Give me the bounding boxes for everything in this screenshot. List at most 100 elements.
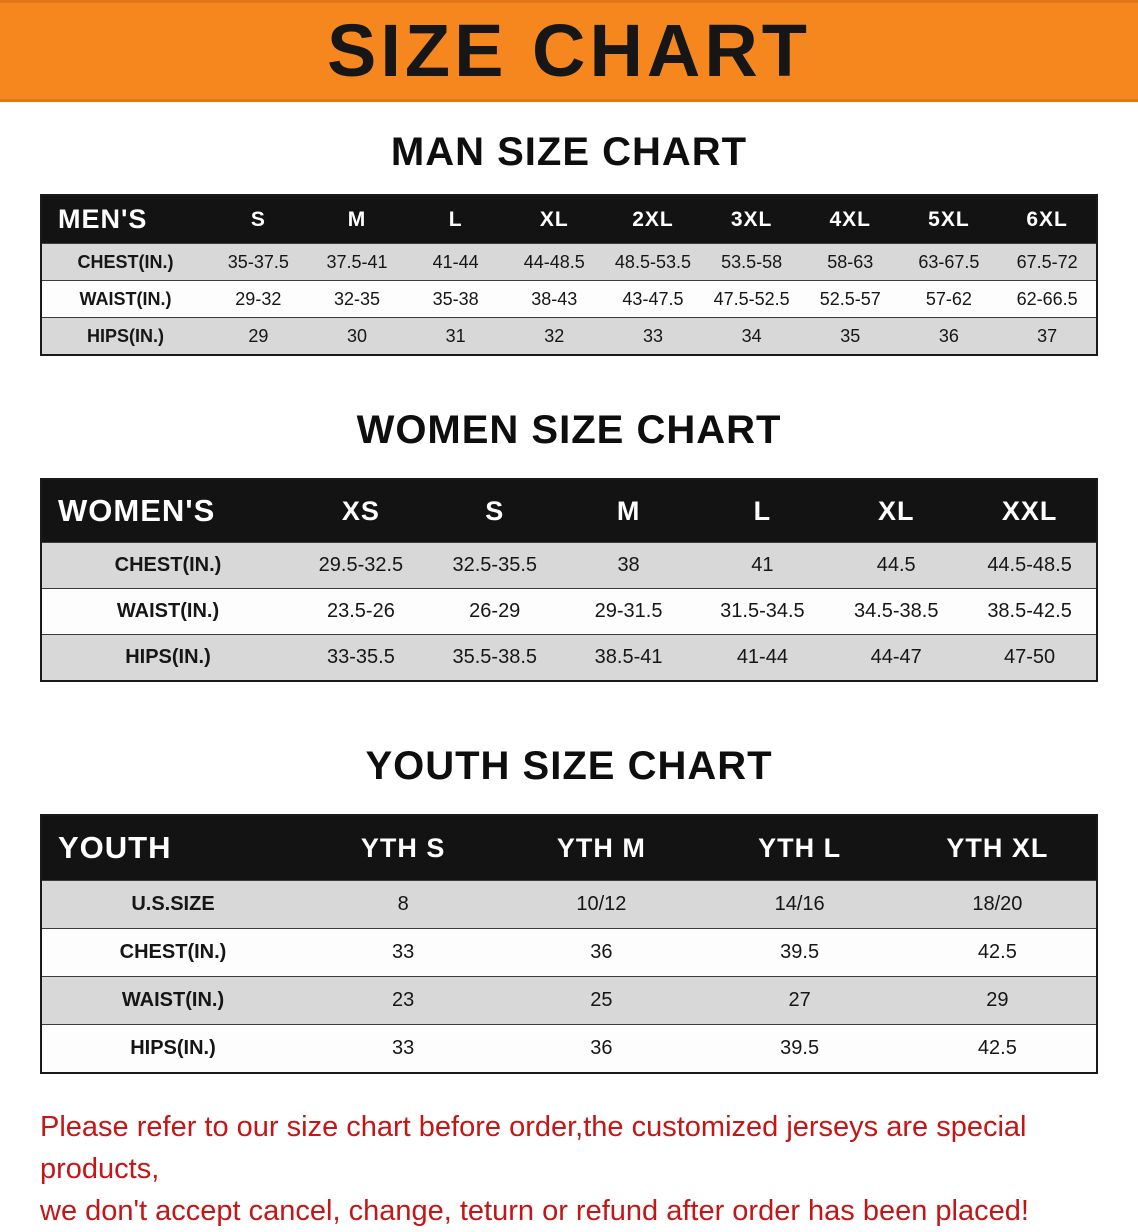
size-column-header: XL	[829, 479, 964, 543]
table-cell: 31	[445, 325, 466, 346]
size-column-header: M	[561, 479, 696, 543]
table-cell: 33	[392, 941, 415, 963]
notice-line-2: we don't accept cancel, change, teturn o…	[40, 1195, 1029, 1228]
size-column-header: 6XL	[998, 195, 1097, 244]
table-cell: 39.5	[780, 941, 820, 963]
table-cell: 42.5	[977, 941, 1017, 963]
table-cell: 29.5-32.5	[318, 554, 404, 576]
row-label-cell: WAIST(IN.)	[79, 288, 172, 309]
table-cell: 32-35	[333, 288, 380, 309]
size-column-header: XXL	[963, 479, 1097, 543]
table-cell: 38	[617, 554, 640, 576]
table-row: CHEST(IN.) 35-37.5 37.5-41 41-44 44-48.5 48.5…	[41, 243, 1097, 281]
table-cell: 37.5-41	[326, 251, 388, 272]
table-cell: 62-66.5	[1016, 288, 1078, 309]
size-column-header: XL	[504, 195, 604, 244]
table-cell: 33	[392, 1037, 415, 1059]
table-row: U.S.SIZE 8 10/12 14/16 18/20	[41, 880, 1097, 929]
men-size-table: MEN'S S M L XL 2XL 3XL 4XL 5XL 6XL CHEST(IN.) 35-37…	[40, 194, 1098, 356]
table-title-cell: WOMEN'S	[41, 479, 294, 543]
size-column-header: YTH S	[304, 815, 503, 881]
table-cell: 29-31.5	[594, 600, 663, 622]
table-cell: 34	[741, 325, 762, 346]
table-cell: 14/16	[774, 893, 825, 915]
size-column-header: S	[209, 195, 308, 244]
table-cell: 35-37.5	[227, 251, 289, 272]
table-cell: 44.5	[876, 554, 916, 576]
banner: SIZE CHART	[0, 0, 1138, 102]
table-cell: 38-43	[531, 288, 578, 309]
table-cell: 44-47	[870, 646, 922, 668]
table-cell: 30	[346, 325, 367, 346]
table-row: HIPS(IN.) 29 30 31 32 33 34 35 36 37	[41, 317, 1097, 355]
table-cell: 36	[590, 941, 613, 963]
size-column-header: 5XL	[899, 195, 999, 244]
youth-size-table: YOUTH YTH S YTH M YTH L YTH XL U.S.SIZE 8 10/12…	[40, 814, 1098, 1074]
table-cell: 31.5-34.5	[720, 600, 805, 622]
section-youth-size-chart: YOUTH SIZE CHART YOUTH YTH S YTH M YTH L YTH…	[0, 746, 1138, 1074]
table-cell: 29-32	[235, 288, 282, 309]
notice-line-1: Please refer to our size chart before or…	[40, 1111, 1027, 1186]
size-column-header: XS	[294, 479, 428, 543]
size-column-header: 3XL	[702, 195, 801, 244]
size-column-header: 2XL	[603, 195, 703, 244]
row-label-cell: CHEST(IN.)	[77, 251, 174, 272]
table-cell: 41	[751, 554, 774, 576]
table-cell: 67.5-72	[1016, 251, 1078, 272]
table-cell: 23	[392, 989, 415, 1011]
table-row: WAIST(IN.) 23.5-26 26-29 29-31.5 31.5-34.5 34…	[41, 588, 1097, 635]
row-label-cell: CHEST(IN.)	[114, 554, 222, 576]
table-row: CHEST(IN.) 33 36 39.5 42.5	[41, 928, 1097, 977]
women-section-heading: WOMEN SIZE CHART	[356, 408, 782, 452]
table-cell: 8	[397, 893, 409, 915]
table-cell: 42.5	[977, 1037, 1017, 1059]
table-cell: 38.5-41	[594, 646, 663, 668]
table-cell: 44-48.5	[523, 251, 585, 272]
table-header-row: WOMEN'S XS S M L XL XXL	[41, 479, 1097, 543]
table-cell: 23.5-26	[326, 600, 395, 622]
table-row: WAIST(IN.) 29-32 32-35 35-38 38-43 43-47.5 47.…	[41, 280, 1097, 318]
table-cell: 38.5-42.5	[987, 600, 1072, 622]
size-column-header: L	[406, 195, 505, 244]
table-row: CHEST(IN.) 29.5-32.5 32.5-35.5 38 41 44.5 44.5…	[41, 542, 1097, 589]
table-cell: 47.5-52.5	[713, 288, 790, 309]
size-column-header: S	[427, 479, 562, 543]
table-cell: 26-29	[469, 600, 521, 622]
table-cell: 32	[544, 325, 565, 346]
table-cell: 36	[938, 325, 959, 346]
table-cell: 27	[788, 989, 811, 1011]
table-cell: 48.5-53.5	[614, 251, 691, 272]
size-column-header: L	[695, 479, 830, 543]
row-label-cell: WAIST(IN.)	[116, 600, 220, 622]
table-title-cell: YOUTH	[41, 815, 304, 881]
table-cell: 35.5-38.5	[452, 646, 537, 668]
table-header-row: MEN'S S M L XL 2XL 3XL 4XL 5XL 6XL	[41, 195, 1097, 244]
table-cell: 35	[840, 325, 861, 346]
table-cell: 10/12	[576, 893, 627, 915]
row-label-cell: HIPS(IN.)	[130, 1037, 216, 1059]
section-men-size-chart: MAN SIZE CHART MEN'S S M L XL 2XL 3XL 4XL 5XL 6XL…	[0, 132, 1138, 356]
men-section-heading: MAN SIZE CHART	[390, 130, 748, 174]
table-cell: 29	[986, 989, 1009, 1011]
youth-section-heading: YOUTH SIZE CHART	[365, 744, 773, 788]
size-column-header: YTH M	[502, 815, 701, 881]
section-women-size-chart: WOMEN SIZE CHART WOMEN'S XS S M L XL XXL CHEST(…	[0, 410, 1138, 682]
table-cell: 43-47.5	[622, 288, 684, 309]
table-cell: 36	[590, 1037, 613, 1059]
size-column-header: M	[307, 195, 407, 244]
table-cell: 18/20	[972, 893, 1023, 915]
table-title-cell: MEN'S	[41, 195, 209, 244]
table-cell: 41-44	[432, 251, 479, 272]
table-cell: 57-62	[925, 288, 972, 309]
table-cell: 35-38	[432, 288, 479, 309]
table-cell: 25	[590, 989, 613, 1011]
size-column-header: 4XL	[800, 195, 900, 244]
table-cell: 33	[642, 325, 663, 346]
table-cell: 34.5-38.5	[853, 600, 939, 622]
table-row: WAIST(IN.) 23 25 27 29	[41, 976, 1097, 1025]
table-row: HIPS(IN.) 33-35.5 35.5-38.5 38.5-41 41-44 44-…	[41, 634, 1097, 681]
table-cell: 32.5-35.5	[452, 554, 537, 576]
page-title: SIZE CHART	[327, 9, 811, 92]
table-header-row: YOUTH YTH S YTH M YTH L YTH XL	[41, 815, 1097, 881]
